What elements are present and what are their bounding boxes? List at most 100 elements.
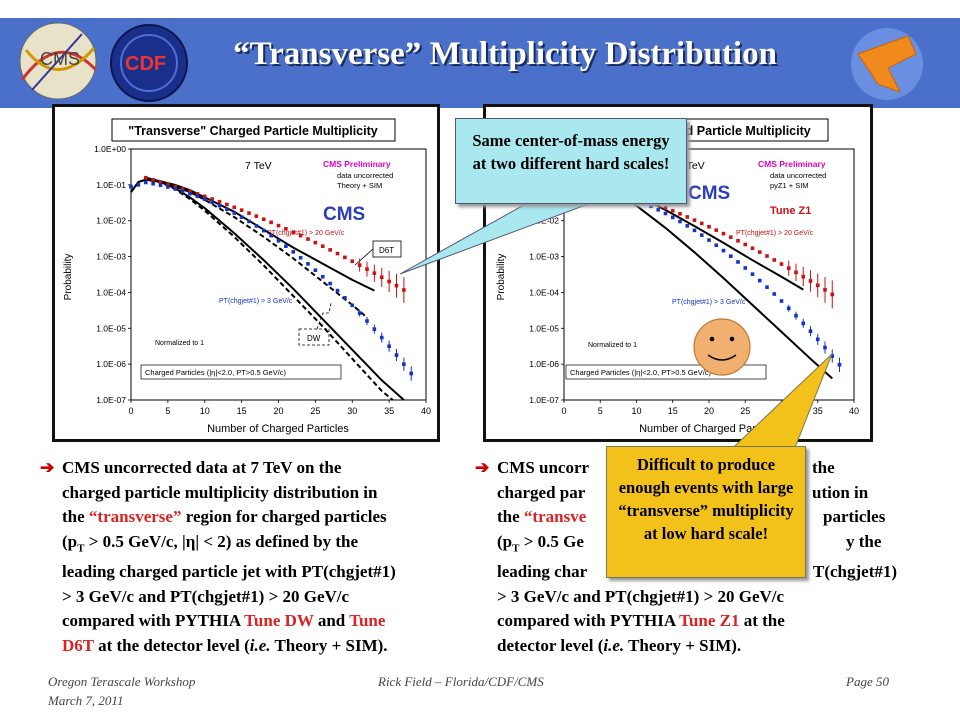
right-tune-label: Tune Z1: [770, 205, 811, 217]
x-tick-label: 0: [128, 406, 133, 416]
data-point: [409, 371, 414, 376]
data-point: [217, 203, 222, 208]
data-point: [757, 278, 762, 283]
data-point: [387, 279, 391, 284]
data-point: [166, 182, 170, 187]
data-point: [320, 244, 325, 248]
data-point: [210, 197, 214, 201]
data-point: [656, 207, 661, 212]
y-tick-label: 1.0E-07: [96, 395, 126, 405]
data-point: [786, 266, 791, 270]
data-point: [808, 329, 813, 334]
footer-left: Oregon Terascale Workshop March 7, 2011: [48, 674, 196, 708]
x-tick-label: 40: [849, 406, 859, 416]
data-point: [343, 255, 347, 260]
data-point: [765, 254, 769, 258]
left-norm: Normalized to 1: [155, 340, 204, 347]
x-tick-label: 5: [165, 406, 170, 416]
y-tick-label: 1.0E-05: [96, 323, 126, 333]
data-point: [180, 187, 185, 191]
theory-curve: [130, 178, 405, 401]
data-point: [808, 279, 813, 283]
data-point: [232, 205, 237, 210]
data-point: [387, 344, 391, 349]
svg-text:CDF: CDF: [125, 53, 166, 75]
y-tick-label: 1.0E-04: [529, 287, 559, 297]
data-point: [247, 211, 251, 215]
data-point: [276, 238, 281, 243]
x-tick-label: 35: [384, 406, 394, 416]
left-cms-label: CMS: [323, 204, 365, 225]
left-plot-panel: "Transverse" Charged Particle Multiplici…: [52, 104, 440, 442]
right-prelim-line2: pyZ1 + SIM: [770, 181, 809, 190]
data-point: [239, 215, 244, 219]
data-point: [188, 189, 192, 194]
data-point: [365, 319, 369, 323]
data-point: [801, 274, 806, 279]
x-tick-label: 25: [310, 406, 320, 416]
data-point: [357, 263, 362, 267]
bullet-arrow-icon: ➔: [40, 458, 55, 477]
data-point: [269, 233, 273, 238]
data-point: [313, 240, 318, 245]
x-tick-label: 0: [561, 406, 566, 416]
y-tick-label: 1.0E-03: [529, 252, 559, 262]
data-point: [136, 183, 141, 187]
data-point: [202, 197, 207, 201]
data-point: [699, 233, 704, 237]
data-point: [728, 254, 733, 258]
data-point: [757, 250, 762, 254]
data-point: [365, 267, 369, 271]
data-point: [232, 211, 237, 215]
data-point: [670, 215, 675, 220]
data-point: [714, 243, 719, 248]
x-tick-label: 15: [668, 406, 678, 416]
data-point: [217, 199, 222, 204]
data-point: [254, 224, 259, 228]
x-tick-label: 35: [813, 406, 823, 416]
left-bullet: ➔ CMS uncorrected data at 7 TeV on the c…: [40, 458, 396, 655]
y-tick-label: 1.0E-05: [529, 323, 559, 333]
data-point: [195, 194, 200, 199]
data-point: [830, 354, 835, 358]
data-point: [195, 192, 200, 196]
svg-text:CMS: CMS: [40, 49, 80, 69]
data-point: [379, 275, 384, 280]
left-energy: 7 TeV: [245, 160, 272, 172]
right-ylabel: Probability: [496, 254, 507, 301]
data-point: [656, 203, 661, 207]
data-point: [143, 180, 148, 185]
data-point: [779, 262, 784, 266]
data-point: [721, 231, 726, 236]
left-prelim-line2: Theory + SIM: [337, 181, 382, 190]
left-plot: "Transverse" Charged Particle Multiplici…: [63, 118, 431, 435]
data-point: [247, 219, 251, 224]
data-point: [350, 303, 355, 308]
right-cuts: Charged Particles (|η|<2.0, PT>0.5 GeV/c…: [570, 368, 712, 377]
data-point: [721, 248, 726, 253]
data-point: [328, 281, 332, 286]
right-cms-label: CMS: [688, 183, 730, 204]
data-point: [298, 255, 303, 260]
x-tick-label: 10: [200, 406, 210, 416]
data-point: [685, 224, 690, 228]
data-point: [736, 238, 740, 243]
data-point: [823, 345, 827, 350]
footer-page: Page 50: [846, 674, 889, 689]
left-pt3-label: PT(chgjet#1) > 3 GeV/c: [219, 298, 293, 305]
left-prelim-line1: data uncorrected: [337, 171, 393, 180]
data-point: [750, 246, 755, 251]
y-tick-label: 1.0E-01: [96, 180, 126, 190]
data-point: [158, 180, 163, 184]
smiley-face-icon: [693, 318, 751, 376]
data-point: [372, 271, 377, 275]
data-point: [328, 248, 332, 252]
data-point: [815, 283, 820, 288]
right-prelim-line1: data uncorrected: [770, 171, 826, 180]
data-point: [786, 306, 791, 311]
data-point: [306, 237, 310, 241]
data-point: [313, 268, 318, 272]
y-tick-label: 1.0E-06: [529, 359, 559, 369]
slide-title: “Transverse” Multiplicity Distribution: [233, 36, 777, 72]
